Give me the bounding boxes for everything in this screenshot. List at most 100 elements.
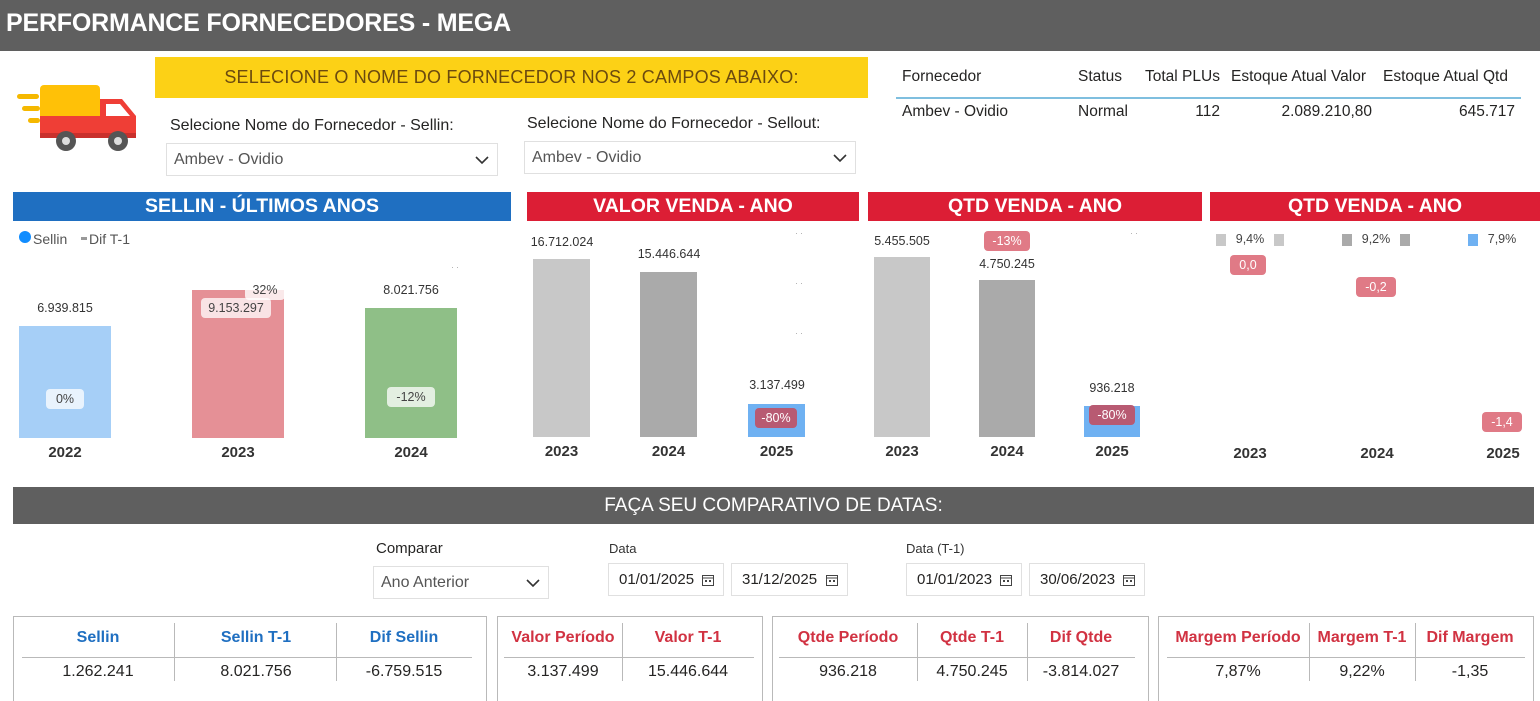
margin-marker-2023-left (1216, 234, 1226, 246)
qtd-x-2025: 2025 (1095, 443, 1129, 460)
margin-marker-2024-left (1342, 234, 1352, 246)
kpi-value-qtde-periodo: 936.218 (819, 663, 877, 680)
table-header-estoque-valor: Estoque Atual Valor (1231, 68, 1366, 85)
calendar-icon[interactable] (1123, 574, 1135, 586)
qtd-bar-2023 (874, 257, 930, 437)
kpi-value-margem-t1: 9,22% (1339, 663, 1385, 680)
sellin-dropdown-value: Ambev - Ovidio (174, 150, 284, 168)
chevron-down-icon (833, 154, 847, 163)
margem-x-2024: 2024 (1360, 445, 1394, 462)
valor-venda-chart: 16.712.024 15.446.644 3.137.499 -80% 202… (527, 224, 859, 464)
sellout-supplier-dropdown[interactable]: Ambev - Ovidio (524, 141, 856, 174)
data-start-input[interactable]: 01/01/2025 (608, 563, 724, 596)
sellin-chart: Sellin Dif T-1 6.939.815 9.153.297 8.021… (13, 224, 511, 464)
margem-section-header: QTD VENDA - ANO (1210, 192, 1540, 221)
kpi-header-qtde-periodo: Qtde Período (797, 629, 899, 646)
table-header-status: Status (1078, 68, 1122, 85)
valor-venda-section-title: VALOR VENDA - ANO (593, 195, 793, 217)
overflow-dots: ·· (795, 278, 805, 288)
comparar-label: Comparar (376, 540, 443, 557)
data-t1-end-input[interactable]: 30/06/2023 (1029, 563, 1145, 596)
legend-sellin-label: Sellin (33, 231, 68, 247)
sellin-x-2023: 2023 (221, 444, 255, 461)
margem-section-title: QTD VENDA - ANO (1287, 195, 1463, 217)
instruction-text: SELECIONE O NOME DO FORNECEDOR NOS 2 CAM… (224, 67, 799, 87)
kpi-header-sellin-t1: Sellin T-1 (220, 629, 292, 646)
legend-dif-marker (81, 237, 87, 240)
sellin-bar-2024 (365, 308, 457, 438)
margem-x-2023: 2023 (1233, 445, 1267, 462)
qtd-dif-2024: -13% (984, 231, 1030, 251)
comparar-value: Ano Anterior (381, 573, 470, 591)
sellin-dif-2023: 32% (245, 280, 285, 300)
margem-x-2025: 2025 (1486, 445, 1520, 462)
qtd-value-2023: 5.455.505 (874, 234, 930, 248)
qtd-x-2023: 2023 (885, 443, 919, 460)
kpi-qtde-table: Qtde Período Qtde T-1 Dif Qtde 936.218 4… (772, 616, 1149, 701)
qtd-value-2025: 936.218 (1089, 381, 1135, 395)
data-t1-start-input[interactable]: 01/01/2023 (906, 563, 1022, 596)
margem-label-2023: 9,4% (1235, 232, 1265, 246)
data-end-input[interactable]: 31/12/2025 (731, 563, 848, 596)
sellin-bar-2022 (19, 326, 111, 438)
margem-dif-2023: 0,0 (1230, 255, 1266, 275)
divider (917, 623, 918, 681)
table-header-fornecedor: Fornecedor (902, 68, 982, 85)
margin-marker-2024-right (1400, 234, 1410, 246)
legend-sellin-marker (19, 231, 31, 243)
valor-bar-2023 (533, 259, 590, 437)
divider (1309, 623, 1310, 681)
sellout-dropdown-value: Ambev - Ovidio (532, 148, 642, 166)
data-label: Data (609, 541, 637, 556)
valor-bar-2024 (640, 272, 697, 437)
divider (622, 623, 623, 681)
comparativo-title: FAÇA SEU COMPARATIVO DE DATAS: (604, 494, 943, 516)
kpi-header-dif-qtde: Dif Qtde (1049, 629, 1113, 646)
kpi-value-qtde-t1: 4.750.245 (936, 663, 1008, 680)
table-header-total-plus: Total PLUs (1145, 68, 1220, 85)
data-t1-end-value: 30/06/2023 (1040, 571, 1116, 588)
data-end-value: 31/12/2025 (742, 571, 818, 588)
margem-chart: 9,4% 9,2% 7,9% 0,0 -0,2 -1,4 2023 2024 2… (1210, 224, 1540, 464)
valor-value-2024: 15.446.644 (637, 247, 701, 261)
qtd-dif-2025: -80% (1089, 405, 1135, 425)
divider (1415, 623, 1416, 681)
sellin-x-2022: 2022 (48, 444, 82, 461)
comparar-dropdown[interactable]: Ano Anterior (373, 566, 549, 599)
sellout-slicer-label: Selecione Nome do Fornecedor - Sellout: (527, 115, 821, 132)
overflow-dots: ·· (795, 328, 805, 338)
kpi-header-dif-sellin: Dif Sellin (369, 629, 439, 646)
sellin-value-2023: 9.153.297 (201, 298, 271, 318)
margem-dif-2024: -0,2 (1356, 277, 1396, 297)
table-cell-estoque-valor: 2.089.210,80 (1281, 103, 1372, 120)
kpi-header-qtde-t1: Qtde T-1 (939, 629, 1004, 646)
calendar-icon[interactable] (702, 574, 714, 586)
kpi-value-valor-t1: 15.446.644 (647, 663, 729, 680)
sellin-x-2024: 2024 (394, 444, 428, 461)
kpi-margem-table: Margem Período Margem T-1 Dif Margem 7,8… (1158, 616, 1534, 701)
valor-x-2024: 2024 (651, 443, 686, 460)
kpi-value-dif-qtde: -3.814.027 (1042, 663, 1120, 680)
legend-dif-label: Dif T-1 (89, 231, 130, 247)
qtd-venda-section-title: QTD VENDA - ANO (947, 195, 1123, 217)
sellin-section-header: SELLIN - ÚLTIMOS ANOS (13, 192, 511, 221)
page-title: PERFORMANCE FORNECEDORES - MEGA (6, 9, 511, 37)
kpi-header-dif-margem: Dif Margem (1426, 629, 1514, 646)
valor-venda-section-header: VALOR VENDA - ANO (527, 192, 859, 221)
sellin-supplier-dropdown[interactable]: Ambev - Ovidio (166, 143, 498, 176)
divider (1027, 623, 1028, 681)
supplier-table: Fornecedor Status Total PLUs Estoque Atu… (896, 58, 1526, 130)
kpi-valor-table: Valor Período Valor T-1 3.137.499 15.446… (497, 616, 763, 701)
kpi-header-margem-t1: Margem T-1 (1317, 629, 1407, 646)
sellin-section-title: SELLIN - ÚLTIMOS ANOS (145, 195, 379, 217)
kpi-value-dif-margem: -1,35 (1451, 663, 1489, 680)
kpi-value-margem-periodo: 7,87% (1215, 663, 1261, 680)
valor-value-2023: 16.712.024 (530, 235, 594, 249)
calendar-icon[interactable] (1000, 574, 1012, 586)
truck-icon (17, 85, 136, 151)
calendar-icon[interactable] (826, 574, 838, 586)
kpi-sellin-table: Sellin Sellin T-1 Dif Sellin 1.262.241 8… (13, 616, 487, 701)
qtd-x-2024: 2024 (990, 443, 1024, 460)
margin-marker-2023-right (1274, 234, 1284, 246)
divider (504, 657, 754, 658)
